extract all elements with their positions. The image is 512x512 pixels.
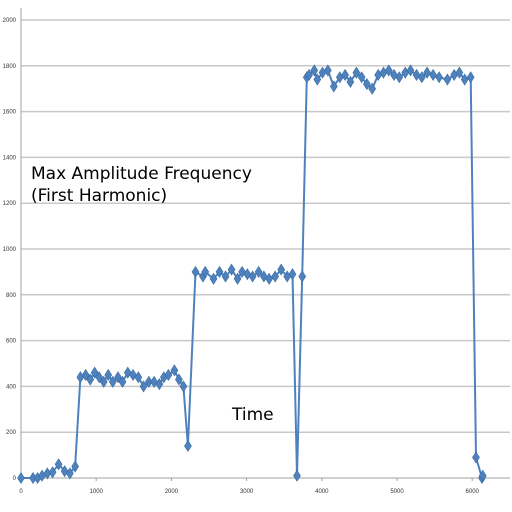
data-point-marker bbox=[429, 68, 437, 82]
y-tick-label: 1800 bbox=[3, 64, 17, 70]
data-point-marker bbox=[227, 263, 236, 276]
data-point-marker bbox=[323, 64, 332, 77]
data-point-marker bbox=[184, 439, 192, 452]
x-axis-label: Time bbox=[232, 405, 274, 425]
x-tick-label: 1000 bbox=[90, 489, 104, 495]
x-tick-label: 0 bbox=[19, 489, 23, 495]
data-point-marker bbox=[293, 469, 301, 482]
y-tick-label: 1400 bbox=[3, 155, 17, 161]
y-tick-label: 2000 bbox=[3, 18, 17, 24]
data-point-marker bbox=[357, 71, 366, 84]
data-point-marker bbox=[139, 380, 148, 393]
data-point-marker bbox=[108, 375, 117, 388]
data-point-marker bbox=[346, 75, 355, 88]
data-point-marker bbox=[201, 265, 210, 278]
data-point-marker bbox=[341, 68, 349, 82]
data-point-marker bbox=[86, 373, 95, 386]
data-point-marker bbox=[313, 73, 322, 86]
data-point-marker bbox=[254, 265, 263, 278]
data-point-marker bbox=[155, 378, 164, 391]
data-point-marker bbox=[472, 451, 480, 464]
x-tick-label: 3000 bbox=[240, 489, 254, 495]
data-point-marker bbox=[81, 368, 90, 382]
data-point-marker bbox=[417, 71, 426, 84]
data-point-marker bbox=[352, 66, 361, 79]
x-tick-label: 6000 bbox=[466, 489, 480, 495]
data-point-marker bbox=[66, 467, 74, 480]
data-point-marker bbox=[170, 364, 179, 377]
data-point-marker bbox=[478, 469, 487, 482]
y-tick-label: 800 bbox=[6, 293, 17, 299]
y-tick-label: 200 bbox=[6, 430, 17, 436]
data-point-marker bbox=[99, 375, 108, 388]
data-point-marker bbox=[305, 68, 313, 82]
y-tick-label: 1600 bbox=[3, 110, 17, 116]
series-group bbox=[17, 64, 487, 485]
data-point-marker bbox=[179, 380, 188, 393]
data-point-marker bbox=[384, 64, 393, 77]
x-tick-label: 2000 bbox=[165, 489, 179, 495]
x-tick-label: 4000 bbox=[315, 489, 329, 495]
data-point-marker bbox=[455, 66, 464, 79]
chart-title-line-1: Max Amplitude Frequency bbox=[31, 164, 252, 184]
data-point-marker bbox=[460, 73, 469, 86]
data-point-marker bbox=[310, 64, 319, 77]
y-tick-label: 1200 bbox=[3, 201, 17, 207]
data-point-marker bbox=[423, 66, 431, 79]
data-point-marker bbox=[134, 371, 143, 384]
data-point-marker bbox=[54, 458, 63, 471]
data-point-marker bbox=[209, 272, 218, 285]
y-tick-label: 400 bbox=[6, 384, 17, 390]
data-point-marker bbox=[363, 78, 371, 91]
data-point-marker bbox=[71, 460, 79, 473]
data-point-marker bbox=[144, 375, 153, 388]
data-point-marker bbox=[191, 265, 200, 278]
y-tick-label: 1000 bbox=[3, 247, 17, 253]
data-point-marker bbox=[329, 80, 338, 93]
data-point-marker bbox=[48, 466, 57, 479]
data-point-marker bbox=[298, 270, 307, 283]
data-point-marker bbox=[90, 366, 99, 379]
data-point-marker bbox=[175, 373, 183, 386]
data-point-marker bbox=[221, 270, 230, 283]
gridlines bbox=[21, 19, 510, 433]
x-tick-labels: 0 1000 2000 3000 4000 5000 6000 bbox=[19, 489, 479, 495]
data-point-marker bbox=[265, 272, 274, 285]
data-point-marker bbox=[271, 270, 280, 283]
data-point-marker bbox=[288, 268, 297, 281]
data-point-marker bbox=[395, 71, 404, 84]
chart-title-line-2: (First Harmonic) bbox=[31, 186, 168, 206]
data-point-marker bbox=[368, 82, 377, 95]
data-point-marker bbox=[277, 263, 286, 276]
y-tick-label: 600 bbox=[6, 339, 17, 345]
data-point-marker bbox=[104, 368, 113, 382]
data-point-marker bbox=[164, 368, 173, 382]
data-point-marker bbox=[435, 71, 443, 84]
data-point-marker bbox=[215, 265, 224, 278]
data-point-marker bbox=[248, 270, 257, 283]
data-point-marker bbox=[443, 73, 452, 86]
data-point-marker bbox=[17, 471, 25, 485]
data-point-marker bbox=[233, 272, 242, 285]
data-point-marker bbox=[114, 371, 122, 384]
x-tick-label: 5000 bbox=[390, 489, 404, 495]
y-tick-labels: 0 200 400 600 800 1000 1200 1400 1600 1800 2000 bbox=[3, 18, 17, 482]
y-tick-label: 0 bbox=[13, 476, 17, 482]
data-point-marker bbox=[466, 71, 475, 84]
data-point-marker bbox=[118, 375, 127, 388]
data-point-marker bbox=[95, 371, 104, 384]
data-point-marker bbox=[406, 64, 415, 77]
